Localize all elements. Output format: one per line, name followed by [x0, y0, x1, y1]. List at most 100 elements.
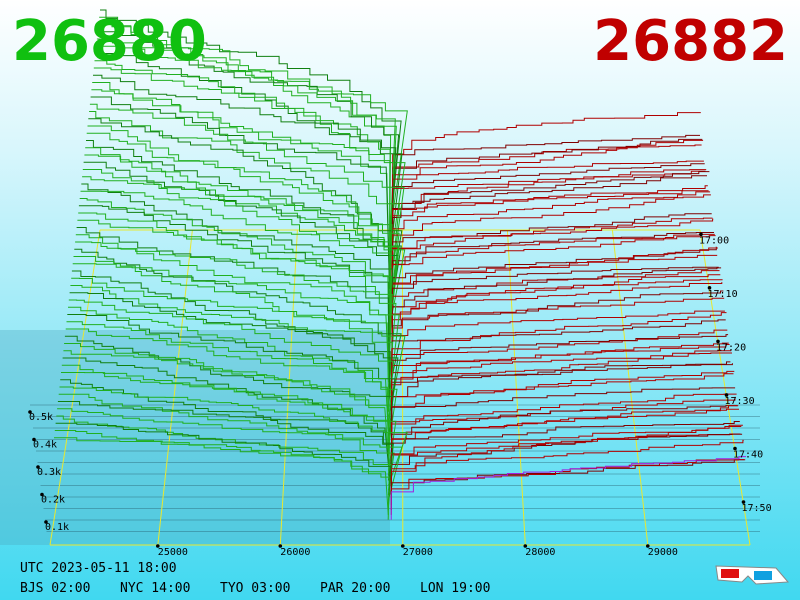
bid-depth-trace: [68, 306, 390, 432]
ask-depth-trace: [390, 421, 740, 481]
ask-depth-trace: [391, 312, 727, 398]
bid-depth-trace: [96, 45, 397, 255]
ask-depth-trace: [391, 233, 715, 324]
bid-depth-trace: [68, 299, 394, 427]
bid-depth-trace: [58, 393, 395, 491]
bid-depth-trace: [61, 372, 391, 476]
ask-depth-trace: [391, 218, 714, 314]
bid-depth-trace: [95, 53, 403, 260]
ask-depth-trace: [390, 424, 743, 501]
bid-depth-trace: [86, 132, 400, 314]
zone-time: LON 19:00: [420, 581, 490, 596]
bid-depth-trace: [93, 74, 397, 275]
tick-dot: [707, 286, 712, 290]
time-label: 17:40: [733, 450, 763, 461]
bid-depth-trace: [62, 357, 389, 466]
time-label: 17:50: [742, 503, 772, 514]
bid-depth-trace: [55, 422, 392, 511]
ask-depth-trace: [391, 274, 721, 358]
bid-depth-trace: [100, 9, 402, 231]
ask-depth-trace: [391, 217, 713, 309]
ask-depth-trace: [391, 232, 714, 319]
bid-depth-trace: [57, 408, 403, 501]
tick-dot: [699, 232, 703, 237]
bid-depth-trace: [84, 154, 406, 329]
bid-depth-trace: [64, 343, 390, 456]
ask-depth-trace: [391, 246, 717, 334]
ask-depth-trace: [390, 459, 745, 510]
bid-depth-trace: [57, 401, 394, 496]
bid-depth-trace: [66, 321, 390, 442]
bid-price: 26880: [12, 9, 207, 74]
bid-depth-trace: [98, 24, 392, 240]
depth-label: 0.1k: [45, 522, 69, 533]
ask-depth-trace: [391, 190, 709, 285]
bid-depth-trace: [82, 176, 393, 344]
ask-depth-trace: [391, 191, 711, 294]
bid-depth-trace: [59, 386, 408, 486]
tick-dot: [724, 393, 729, 397]
bid-depth-trace: [54, 437, 390, 520]
depth-label: 0.5k: [29, 412, 53, 423]
bid-depth-trace: [71, 277, 390, 412]
bid-depth-trace: [77, 219, 390, 373]
ask-depth-trace: [391, 279, 723, 373]
bid-depth-trace: [99, 16, 408, 235]
ask-depth-trace: [391, 297, 725, 383]
bid-depth-trace: [97, 31, 400, 245]
tick-dot: [32, 437, 36, 442]
tick-dot: [733, 446, 737, 451]
ask-depth-trace: [390, 405, 738, 466]
ask-depth-trace: [392, 175, 707, 275]
ask-depth-trace: [391, 213, 712, 304]
tick-dot: [741, 500, 746, 504]
ask-depth-trace: [391, 247, 718, 343]
bid-depth-trace: [79, 198, 393, 358]
depth-label: 0.2k: [41, 495, 65, 506]
ask-depth-trace: [391, 194, 711, 299]
tick-dot: [716, 339, 720, 344]
ask-depth-trace: [391, 290, 724, 378]
bid-depth-trace: [61, 364, 397, 471]
ask-price: 26882: [593, 9, 788, 74]
tick-dot: [28, 410, 32, 414]
ask-depth-trace: [391, 185, 708, 280]
bid-depth-trace: [87, 125, 393, 309]
price-grid-line: [157, 229, 193, 546]
ask-depth-trace: [391, 282, 723, 368]
price-label: 29000: [648, 547, 678, 558]
ask-depth-trace: [390, 439, 744, 506]
ask-depth-trace: [391, 350, 732, 427]
bid-depth-trace: [80, 190, 391, 353]
ask-depth-trace: [391, 171, 710, 289]
bid-depth-trace: [70, 285, 406, 417]
ask-depth-trace: [392, 139, 704, 250]
ask-depth-trace: [390, 426, 742, 491]
zone-time: NYC 14:00: [120, 581, 190, 596]
ask-depth-trace: [392, 138, 703, 245]
tick-dot: [44, 520, 48, 524]
bid-depth-trace: [64, 335, 394, 452]
ask-depth-trace: [391, 266, 719, 348]
bid-depth-trace: [82, 169, 400, 339]
bid-depth-trace: [81, 183, 394, 348]
ask-depth-trace: [392, 112, 701, 235]
tick-dot: [401, 544, 405, 548]
bid-depth-trace: [91, 89, 390, 285]
bid-depth-trace: [75, 241, 397, 388]
floor-edge: [49, 229, 101, 546]
bid-depth-trace: [72, 263, 400, 402]
ask-depth-trace: [391, 235, 716, 329]
ask-depth-trace: [392, 163, 705, 260]
bid-depth-trace: [88, 118, 403, 304]
ask-depth-trace: [392, 160, 704, 255]
tick-dot: [156, 544, 160, 548]
time-label: 17:20: [716, 342, 746, 353]
depth-label: 0.3k: [37, 467, 61, 478]
tick-dot: [36, 465, 40, 469]
bid-depth-trace: [65, 328, 398, 447]
ask-depth-trace: [392, 134, 700, 230]
bid-depth-trace: [85, 147, 399, 324]
bid-depth-trace: [54, 430, 389, 515]
ask-depth-trace: [391, 373, 734, 442]
